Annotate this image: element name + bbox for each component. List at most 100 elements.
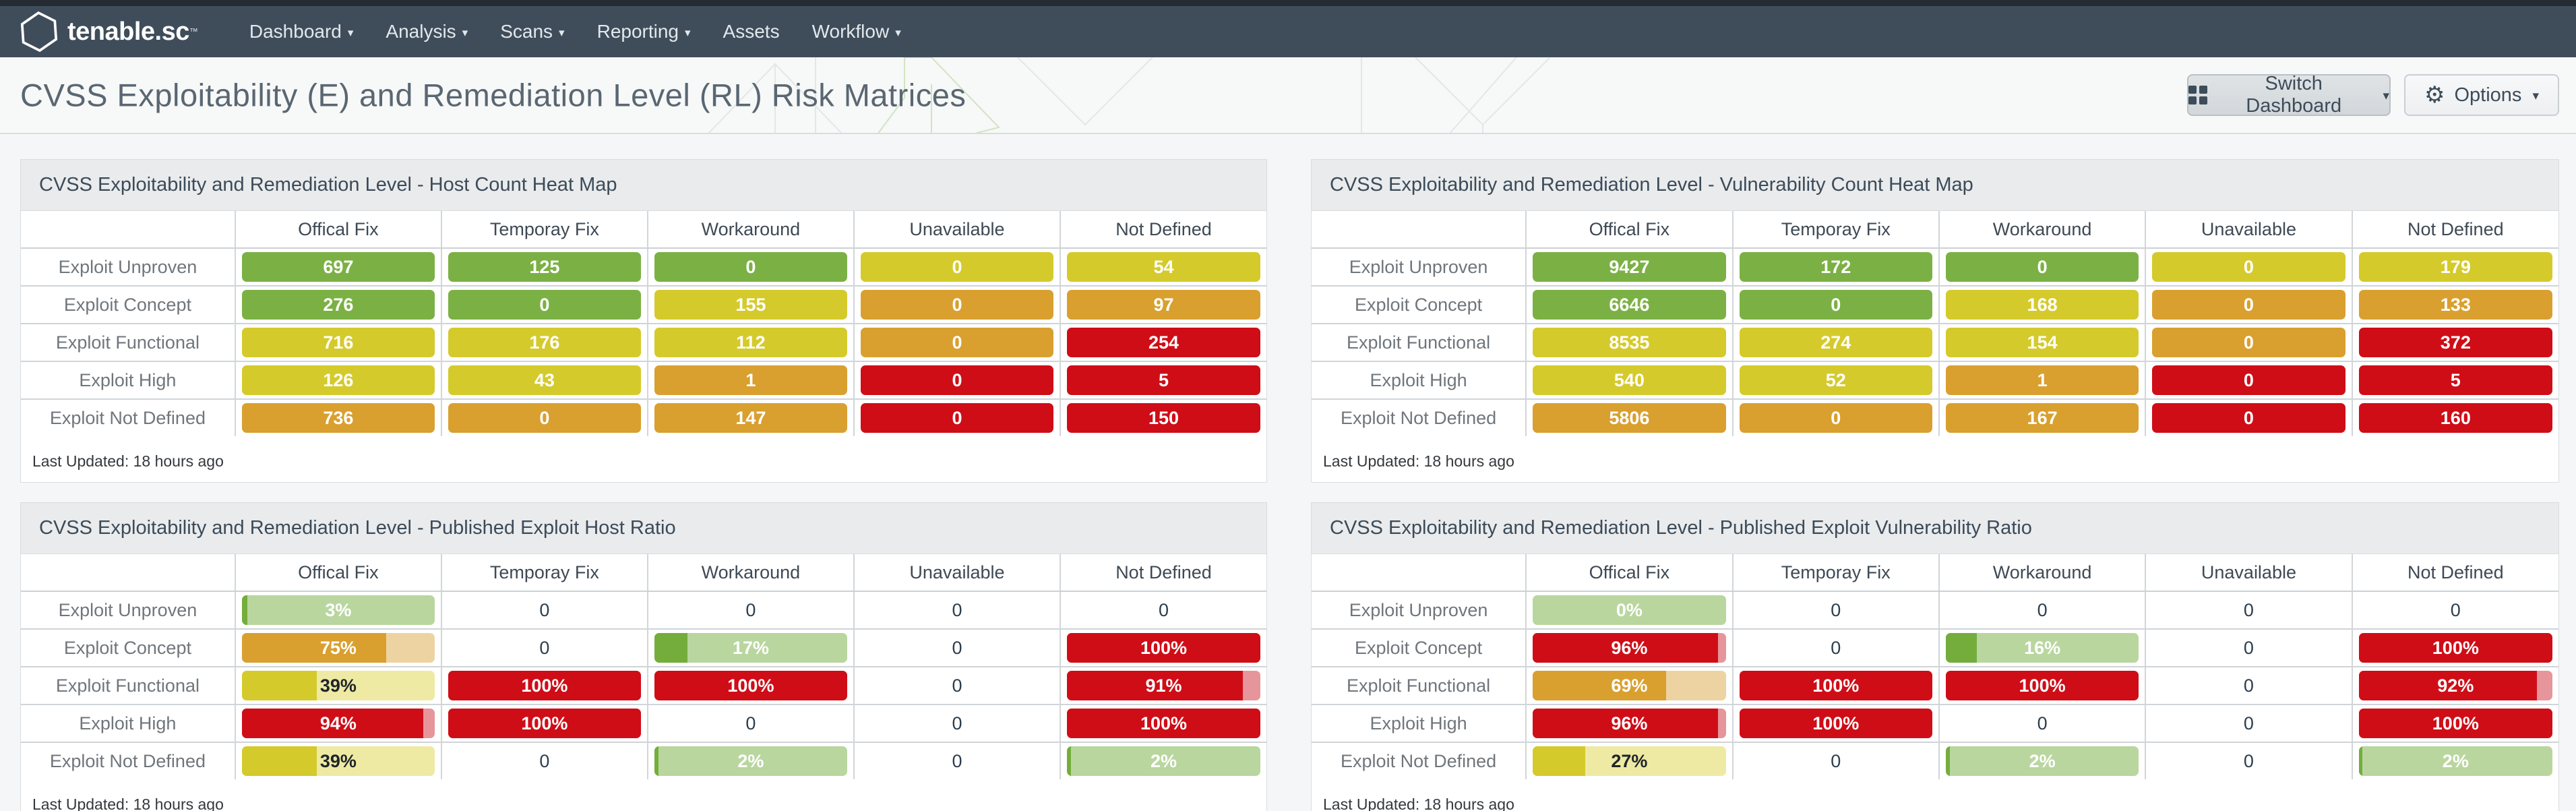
ratio-bar-cell[interactable]: 91%	[1066, 671, 1260, 700]
heatmap-cell[interactable]: 168	[1945, 290, 2139, 320]
ratio-bar-cell[interactable]: 3%	[241, 595, 435, 625]
nav-item-dashboard[interactable]: Dashboard ▾	[233, 21, 370, 42]
heatmap-cell[interactable]: 97	[1066, 290, 1260, 320]
heatmap-cell-value: 147	[735, 407, 766, 428]
heatmap-cell[interactable]: 0	[860, 290, 1053, 320]
heatmap-cell[interactable]: 0	[2152, 252, 2345, 282]
heatmap-cell[interactable]: 0	[860, 252, 1053, 282]
heatmap-cell[interactable]: 160	[2358, 403, 2552, 433]
matrix-cell: 2%	[2351, 742, 2558, 779]
heatmap-cell[interactable]: 0	[2152, 328, 2345, 357]
ratio-bar-cell[interactable]: 2%	[1066, 746, 1260, 776]
heatmap-cell[interactable]: 274	[1739, 328, 1932, 357]
ratio-bar-cell[interactable]: 16%	[1945, 633, 2139, 663]
ratio-bar-fill	[241, 746, 317, 776]
heatmap-cell[interactable]: 0	[1945, 252, 2139, 282]
nav-item-assets[interactable]: Assets	[707, 21, 796, 42]
ratio-bar-cell[interactable]: 75%	[241, 633, 435, 663]
heatmap-cell[interactable]: 372	[2358, 328, 2552, 357]
ratio-bar-cell[interactable]: 17%	[654, 633, 847, 663]
matrix-cell: 96%	[1525, 628, 1733, 667]
nav-item-scans[interactable]: Scans ▾	[484, 21, 580, 42]
nav-item-reporting[interactable]: Reporting ▾	[581, 21, 707, 42]
matrix-cell: 1	[646, 361, 854, 399]
heatmap-cell[interactable]: 0	[1739, 290, 1932, 320]
heatmap-cell[interactable]: 0	[860, 328, 1053, 357]
heatmap-cell[interactable]: 155	[654, 290, 847, 320]
heatmap-cell[interactable]: 716	[241, 328, 435, 357]
options-button[interactable]: ⚙ Options ▾	[2404, 74, 2559, 116]
heatmap-cell[interactable]: 5	[1066, 365, 1260, 395]
heatmap-cell[interactable]: 179	[2358, 252, 2552, 282]
ratio-bar-cell[interactable]: 94%	[241, 709, 435, 738]
ratio-bar-cell[interactable]: 100%	[654, 671, 847, 700]
ratio-bar-cell[interactable]: 39%	[241, 746, 435, 776]
heatmap-cell[interactable]: 5	[2358, 365, 2552, 395]
ratio-bar-cell[interactable]: 69%	[1533, 671, 1726, 700]
heatmap-cell[interactable]: 154	[1945, 328, 2139, 357]
chevron-down-icon: ▾	[347, 26, 354, 39]
ratio-bar-cell[interactable]: 100%	[448, 709, 641, 738]
heatmap-cell[interactable]: 150	[1066, 403, 1260, 433]
ratio-bar-cell[interactable]: 100%	[2358, 709, 2552, 738]
ratio-bar-cell[interactable]: 100%	[1066, 709, 1260, 738]
chevron-down-icon: ▾	[895, 26, 901, 39]
heatmap-cell-value: 5	[2450, 369, 2461, 390]
ratio-bar-cell[interactable]: 96%	[1533, 709, 1726, 738]
heatmap-cell[interactable]: 126	[241, 365, 435, 395]
ratio-bar-cell[interactable]: 39%	[241, 671, 435, 700]
heatmap-cell[interactable]: 0	[448, 403, 641, 433]
heatmap-cell[interactable]: 1	[1945, 365, 2139, 395]
ratio-bar-cell[interactable]: 100%	[1739, 671, 1932, 700]
heatmap-cell[interactable]: 133	[2358, 290, 2552, 320]
ratio-bar-cell[interactable]: 2%	[2358, 746, 2552, 776]
heatmap-cell[interactable]: 5806	[1533, 403, 1726, 433]
heatmap-cell[interactable]: 176	[448, 328, 641, 357]
heatmap-cell[interactable]: 112	[654, 328, 847, 357]
heatmap-cell[interactable]: 43	[448, 365, 641, 395]
heatmap-cell[interactable]: 0	[2152, 403, 2345, 433]
heatmap-cell[interactable]: 172	[1739, 252, 1932, 282]
heatmap-cell-value: 0	[2037, 256, 2048, 277]
heatmap-cell[interactable]: 0	[860, 365, 1053, 395]
ratio-bar-cell[interactable]: 100%	[1739, 709, 1932, 738]
heatmap-cell[interactable]: 54	[1066, 252, 1260, 282]
heatmap-cell[interactable]: 1	[654, 365, 847, 395]
heatmap-cell[interactable]: 9427	[1533, 252, 1726, 282]
heatmap-cell[interactable]: 736	[241, 403, 435, 433]
matrix-corner-cell	[1312, 554, 1527, 592]
ratio-bar-cell[interactable]: 100%	[2358, 633, 2552, 663]
heatmap-cell[interactable]: 125	[448, 252, 641, 282]
row-label-exploit-unproven: Exploit Unproven	[1349, 599, 1488, 620]
heatmap-cell[interactable]: 167	[1945, 403, 2139, 433]
ratio-bar-cell[interactable]: 100%	[1066, 633, 1260, 663]
ratio-bar-cell[interactable]: 100%	[1945, 671, 2139, 700]
nav-item-workflow[interactable]: Workflow ▾	[796, 21, 917, 42]
brand-tenable-sc[interactable]: tenable.sc ™	[20, 11, 198, 53]
heatmap-cell[interactable]: 0	[860, 403, 1053, 433]
ratio-bar-cell[interactable]: 2%	[1945, 746, 2139, 776]
heatmap-cell[interactable]: 697	[241, 252, 435, 282]
ratio-bar-cell[interactable]: 0%	[1533, 595, 1726, 625]
ratio-bar-value: 100%	[1812, 675, 1860, 696]
heatmap-cell[interactable]: 0	[1739, 403, 1932, 433]
heatmap-cell[interactable]: 8535	[1533, 328, 1726, 357]
heatmap-cell[interactable]: 540	[1533, 365, 1726, 395]
ratio-bar-cell[interactable]: 27%	[1533, 746, 1726, 776]
ratio-bar-cell[interactable]: 96%	[1533, 633, 1726, 663]
ratio-bar-cell[interactable]: 92%	[2358, 671, 2552, 700]
switch-dashboard-button[interactable]: Switch Dashboard ▾	[2187, 73, 2391, 117]
heatmap-cell[interactable]: 0	[448, 290, 641, 320]
heatmap-cell[interactable]: 52	[1739, 365, 1932, 395]
heatmap-cell[interactable]: 0	[2152, 290, 2345, 320]
nav-item-analysis[interactable]: Analysis ▾	[369, 21, 484, 42]
heatmap-cell[interactable]: 254	[1066, 328, 1260, 357]
heatmap-cell[interactable]: 6646	[1533, 290, 1726, 320]
heatmap-cell[interactable]: 0	[2152, 365, 2345, 395]
heatmap-cell[interactable]: 0	[654, 252, 847, 282]
heatmap-cell[interactable]: 147	[654, 403, 847, 433]
ratio-bar-cell[interactable]: 100%	[448, 671, 641, 700]
ratio-bar-cell[interactable]: 2%	[654, 746, 847, 776]
heatmap-cell[interactable]: 276	[241, 290, 435, 320]
ratio-bar-value: 100%	[727, 675, 774, 696]
